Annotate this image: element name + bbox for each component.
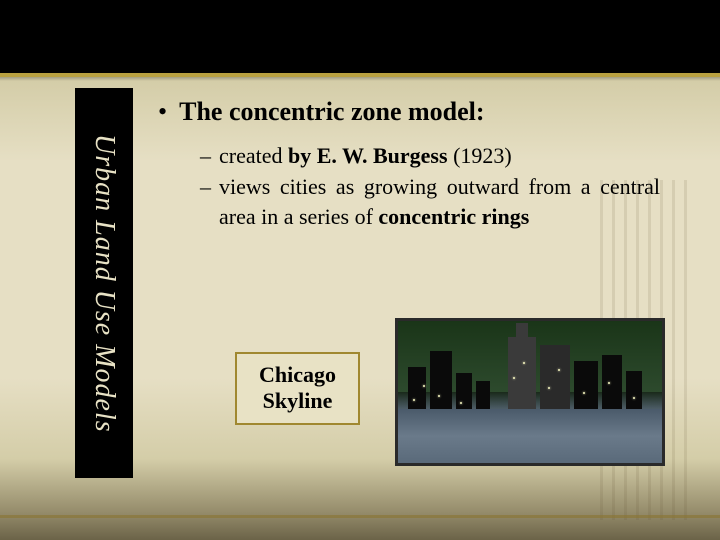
accent-line: [0, 73, 720, 77]
slide: Urban Land Use Models • The concentric z…: [0, 0, 720, 540]
top-bar: [0, 0, 720, 75]
sub-bullet-text: created by E. W. Burgess (1923): [219, 141, 660, 171]
sidebar-title: Urban Land Use Models: [88, 134, 120, 433]
sub-bullet-text: views cities as growing outward from a c…: [219, 172, 660, 231]
caption-line1: Chicago: [259, 362, 336, 388]
sub-bullet-list: – created by E. W. Burgess (1923) – view…: [200, 141, 660, 232]
sub-bullet-item: – created by E. W. Burgess (1923): [200, 141, 660, 171]
sidebar: Urban Land Use Models: [75, 88, 133, 478]
skyline-photo: [395, 318, 665, 466]
caption-line2: Skyline: [259, 388, 336, 414]
sub-bullet-item: – views cities as growing outward from a…: [200, 172, 660, 231]
dash-icon: –: [200, 172, 211, 231]
dash-icon: –: [200, 141, 211, 171]
bullet-icon: •: [158, 95, 167, 129]
main-heading: The concentric zone model:: [179, 95, 484, 129]
photo-caption: Chicago Skyline: [235, 352, 360, 425]
content-area: • The concentric zone model: – created b…: [150, 95, 660, 234]
main-bullet: • The concentric zone model:: [150, 95, 660, 129]
bottom-accent-line: [0, 515, 720, 518]
